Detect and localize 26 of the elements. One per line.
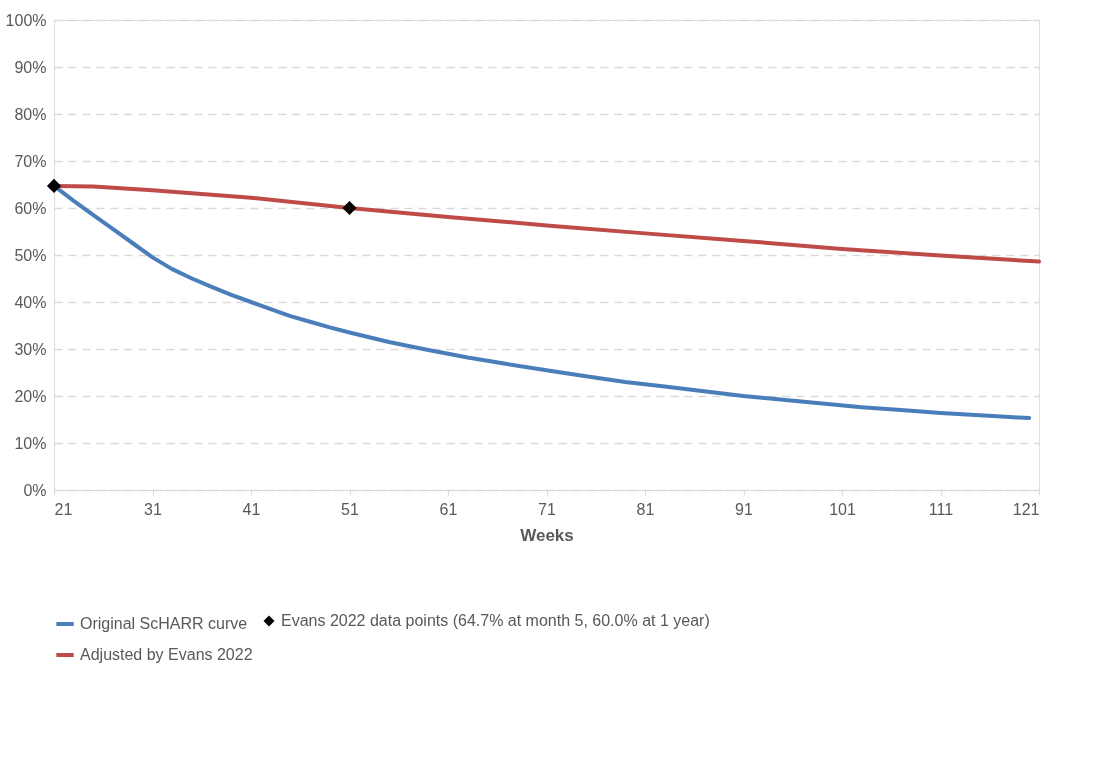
y-tick-label: 0% [23, 481, 47, 499]
legend-label: Evans 2022 data points (64.7% at month 5, 60.0% at 1 year) [281, 612, 710, 629]
x-tick-label: 91 [735, 500, 753, 518]
y-tick-label: 70% [14, 152, 47, 170]
x-tick-label: 71 [538, 500, 556, 518]
x-tick-label: 31 [144, 500, 162, 518]
y-tick-label: 30% [14, 340, 47, 358]
y-tick-label: 60% [14, 199, 47, 217]
x-tick-label: 21 [54, 500, 73, 518]
x-tick-label: 81 [636, 500, 655, 518]
x-axis-title: Weeks [520, 525, 574, 545]
y-tick-label: 90% [14, 58, 47, 76]
x-tick-label: 61 [439, 500, 458, 518]
y-tick-label: 10% [14, 434, 47, 452]
x-tick-label: 41 [242, 500, 261, 518]
y-tick-label: 50% [14, 246, 47, 264]
legend-label: Original ScHARR curve [80, 615, 248, 632]
x-tick-label: 101 [829, 500, 856, 518]
x-tick-label: 121 [1012, 500, 1040, 518]
y-tick-label: 100% [5, 11, 47, 29]
x-tick-label: 111 [928, 500, 954, 518]
legend-label: Adjusted by Evans 2022 [80, 646, 253, 663]
y-tick-label: 80% [14, 105, 47, 123]
y-tick-label: 40% [14, 293, 47, 311]
x-tick-label: 51 [341, 500, 359, 518]
y-tick-label: 20% [14, 387, 47, 405]
